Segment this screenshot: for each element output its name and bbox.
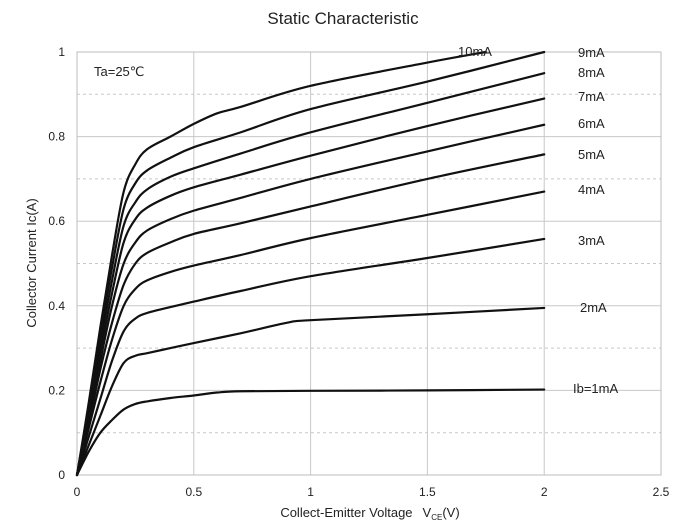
- x-tick-label: 0.5: [185, 485, 202, 499]
- x-axis-label: Collect-Emitter Voltage VCE(V): [280, 505, 459, 522]
- curve-10ma: [75, 50, 487, 477]
- curves: [75, 50, 546, 477]
- curve-3ma: [75, 237, 546, 477]
- curve-2ma: [75, 306, 546, 477]
- curve-label: 3mA: [578, 233, 605, 248]
- grid: [77, 52, 661, 475]
- y-axis-label: Collector Current Ic(A): [24, 198, 39, 327]
- curve-label: 6mA: [578, 116, 605, 131]
- curve-label: 8mA: [578, 65, 605, 80]
- curve-label: 4mA: [578, 182, 605, 197]
- x-axis-label-unit: (V): [442, 505, 459, 520]
- curve-ib1ma: [75, 388, 546, 477]
- curve-5ma: [75, 153, 546, 477]
- y-tick-label: 0: [58, 468, 65, 482]
- x-tick-label: 1: [307, 485, 314, 499]
- y-tick-label: 0.2: [48, 383, 65, 397]
- curve-4ma: [75, 190, 546, 477]
- curve-label: 7mA: [578, 89, 605, 104]
- curve-label: 10mA: [458, 44, 492, 59]
- x-tick-labels: 0 0.5 1 1.5 2 2.5: [74, 485, 670, 499]
- curve-label: Ib=1mA: [573, 381, 618, 396]
- curve-labels: 10mA 9mA 8mA 7mA 6mA 5mA 4mA 3mA 2mA Ib=1mA: [458, 44, 618, 396]
- curve-8ma: [75, 72, 546, 477]
- x-tick-label: 2.5: [653, 485, 670, 499]
- x-axis-label-var: V: [423, 505, 432, 520]
- y-tick-label: 0.6: [48, 214, 65, 228]
- curve-label: 9mA: [578, 45, 605, 60]
- y-tick-label: 0.8: [48, 130, 65, 144]
- chart-title: Static Characteristic: [267, 9, 419, 28]
- temperature-annotation: Ta=25℃: [94, 64, 144, 79]
- x-tick-label: 1.5: [419, 485, 436, 499]
- y-tick-label: 1: [58, 45, 65, 59]
- x-axis-label-sub: CE: [431, 513, 442, 522]
- plot-frame: [76, 51, 662, 476]
- x-axis-label-main: Collect-Emitter Voltage: [280, 505, 412, 520]
- x-tick-label: 2: [541, 485, 548, 499]
- y-tick-label: 0.4: [48, 299, 65, 313]
- curve-label: 5mA: [578, 147, 605, 162]
- curve-6ma: [75, 123, 546, 477]
- y-tick-labels: 0 0.2 0.4 0.6 0.8 1: [48, 45, 65, 482]
- curve-7ma: [75, 97, 546, 477]
- x-tick-label: 0: [74, 485, 81, 499]
- curve-9ma: [75, 50, 546, 477]
- curve-label: 2mA: [580, 300, 607, 315]
